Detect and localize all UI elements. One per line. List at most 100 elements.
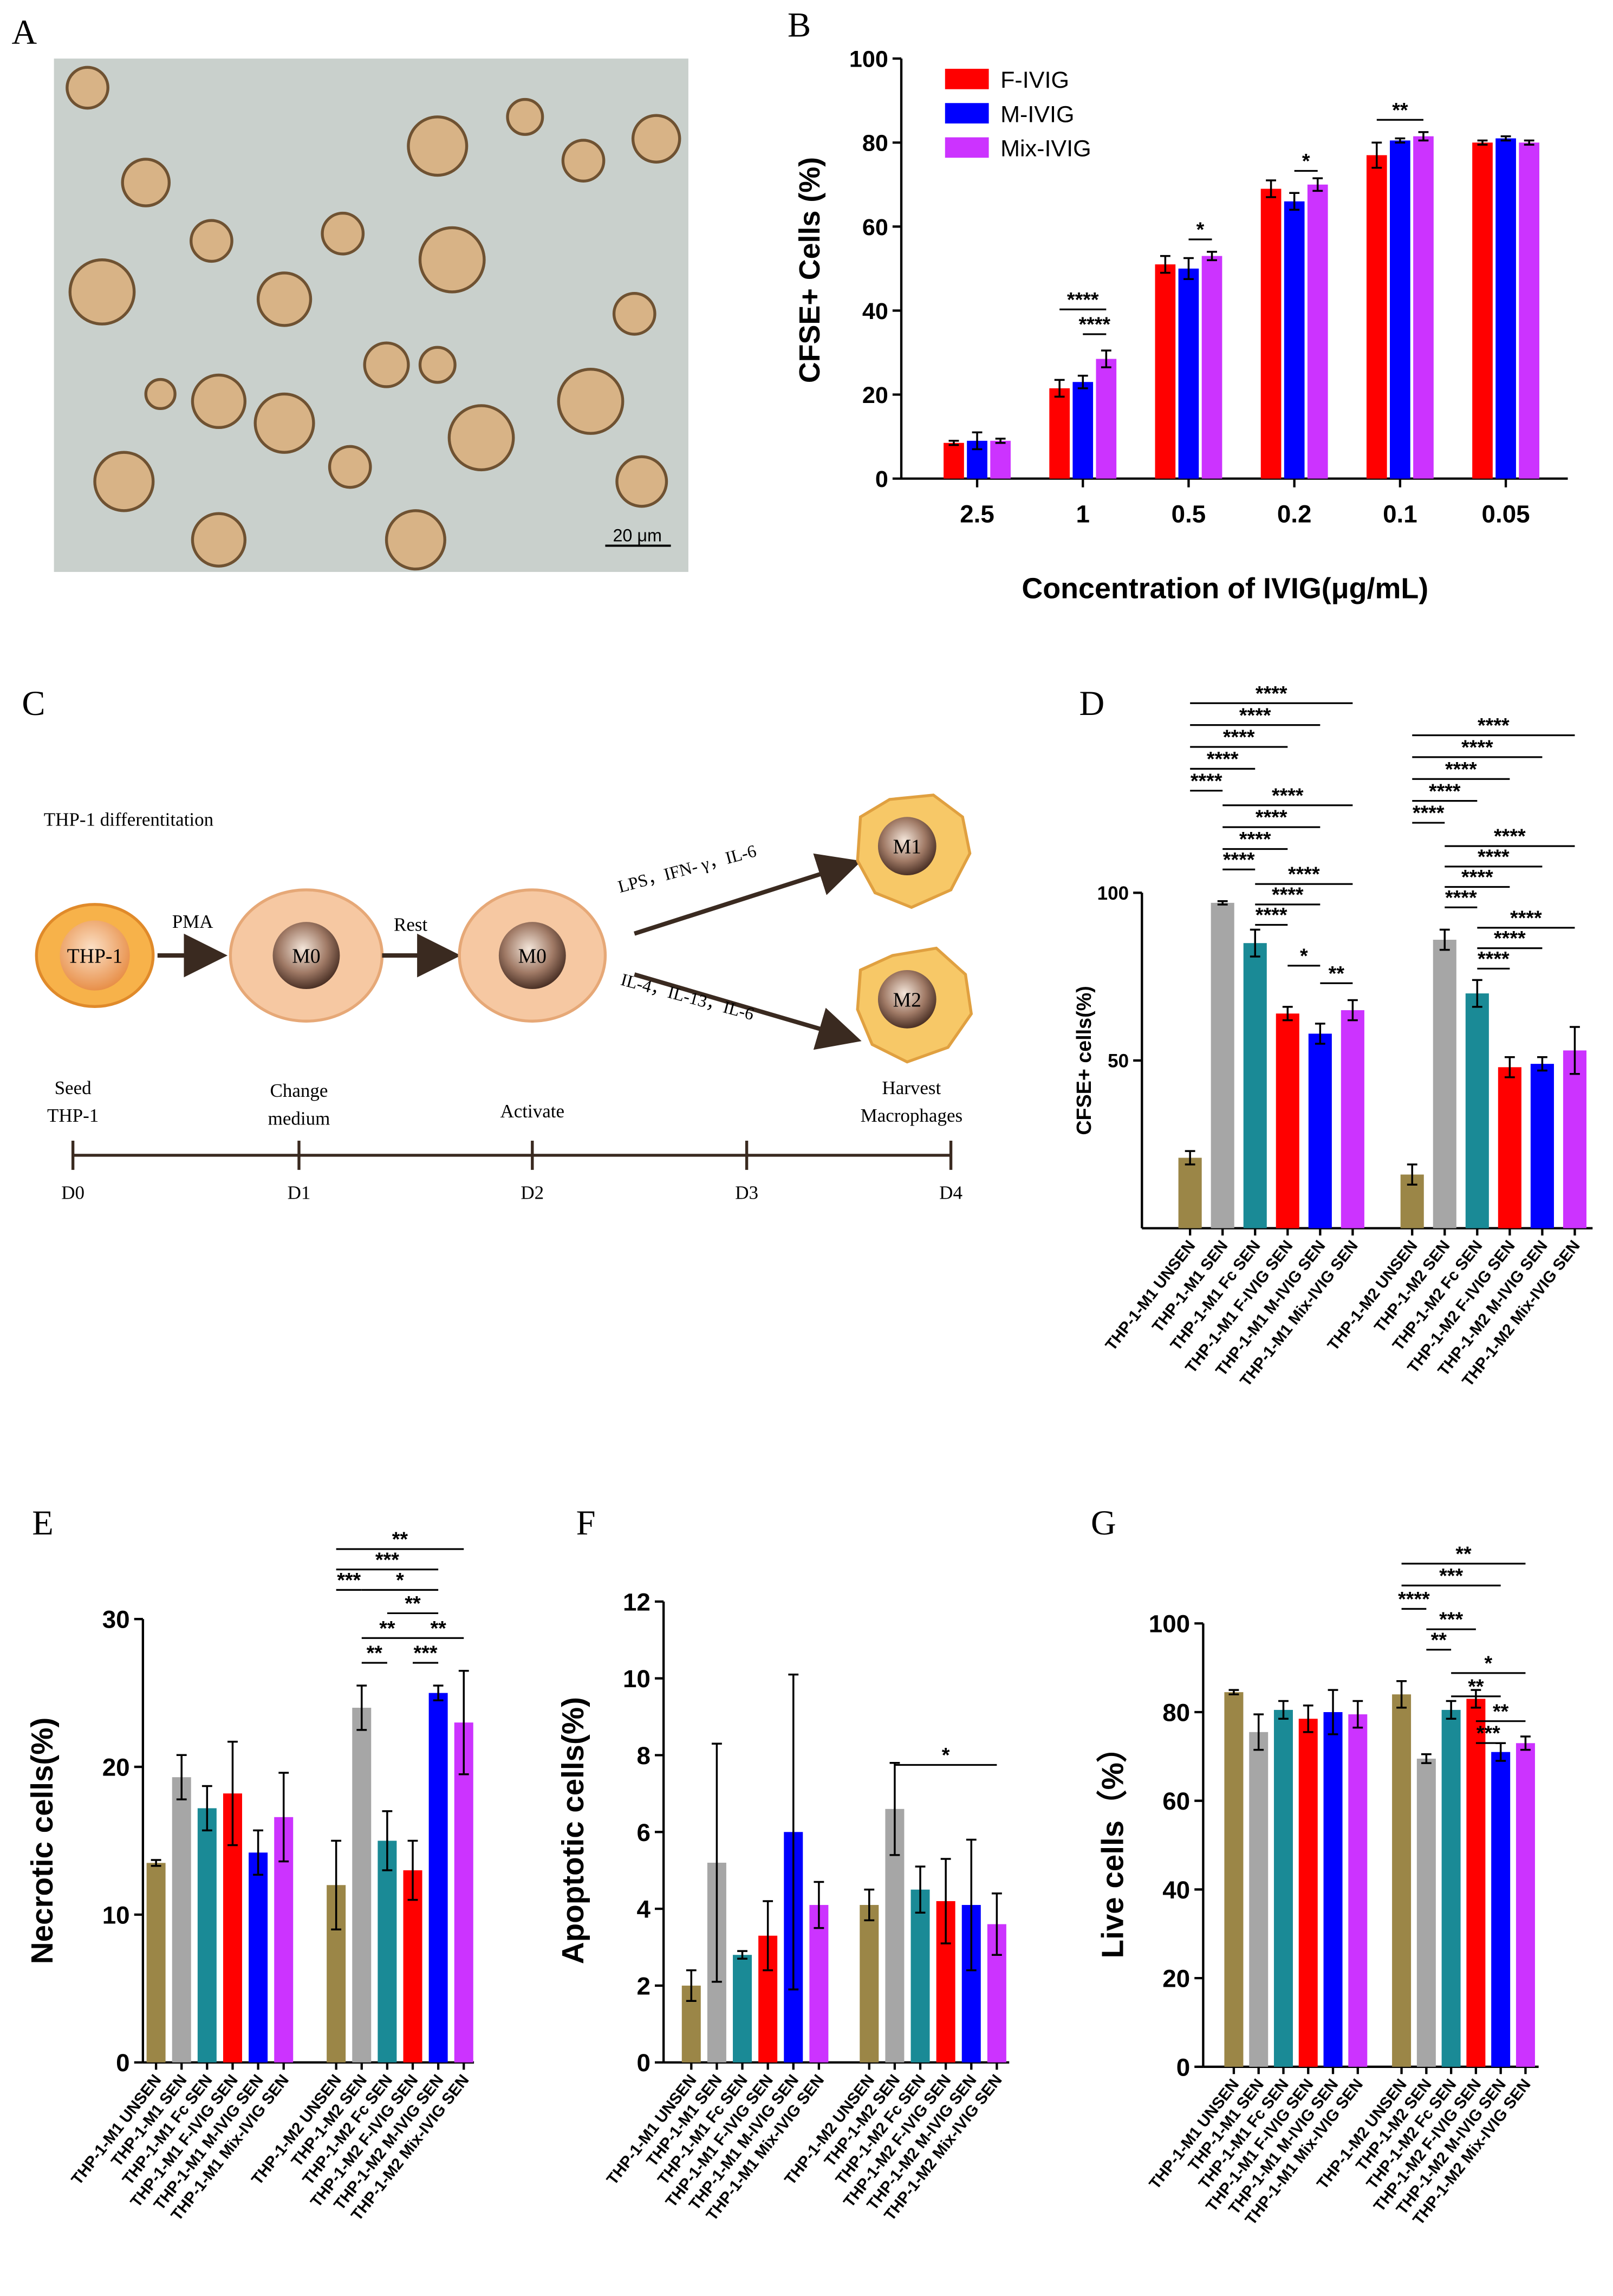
timeline-label: Macrophages: [861, 1105, 963, 1126]
micrograph: [54, 58, 688, 572]
y-tick-label: 20: [102, 1754, 130, 1781]
significance-label: *: [1196, 218, 1205, 241]
bar: [1273, 1709, 1293, 2067]
error-bar: [966, 1838, 977, 1972]
bar: [1392, 1694, 1412, 2067]
error-bar: [1101, 349, 1111, 368]
significance-label: ***: [1439, 1608, 1463, 1631]
bar: [1390, 140, 1410, 479]
significance-label: ***: [375, 1548, 399, 1571]
legend-swatch: [945, 68, 989, 89]
panel-label: B: [788, 5, 811, 44]
bar: [1224, 1692, 1244, 2067]
error-bar: [1472, 979, 1482, 1008]
bar: [1519, 142, 1540, 479]
error-bar: [1183, 257, 1194, 281]
step-label: PMA: [172, 911, 214, 932]
y-tick-label: 40: [862, 298, 888, 324]
error-bar: [201, 1785, 212, 1832]
significance-label: ****: [1239, 828, 1271, 850]
error-bar: [1395, 137, 1406, 144]
error-bar: [458, 1669, 469, 1775]
x-tick-label: 2.5: [960, 500, 994, 528]
error-bar: [1266, 179, 1277, 198]
y-tick-label: 2: [636, 1972, 650, 2000]
diagram: C THP-1 differentitation THP-1 PMA M0 Re…: [22, 684, 973, 1204]
significance-label: **: [405, 1592, 421, 1615]
timeline-label: Seed: [55, 1077, 92, 1098]
error-bar: [1282, 1006, 1293, 1022]
error-bar: [278, 1772, 289, 1863]
y-tick-label: 0: [116, 2049, 129, 2077]
y-tick-label: 20: [1162, 1965, 1190, 1993]
day-label: D2: [521, 1182, 544, 1204]
error-bar: [1289, 192, 1300, 211]
scale-bar-label: 20 μm: [613, 525, 661, 545]
bar: [1298, 1719, 1318, 2067]
bar: [197, 1808, 217, 2063]
significance-label: **: [1455, 1543, 1472, 1565]
error-bar: [814, 1881, 824, 1929]
bar: [1072, 382, 1094, 479]
error-bar: [1418, 131, 1429, 142]
error-bar: [737, 1950, 747, 1960]
error-bar: [940, 1858, 951, 1944]
error-bar: [1312, 177, 1323, 192]
error-bar: [1477, 139, 1488, 146]
error-bar: [1537, 1056, 1547, 1072]
y-tick-label: 0: [1176, 2053, 1190, 2081]
bar: [1249, 1732, 1269, 2067]
error-bar: [151, 1859, 161, 1867]
error-bar: [1504, 1056, 1515, 1078]
significance-label: **: [392, 1528, 408, 1551]
significance-label: ****: [1256, 903, 1287, 926]
significance-label: ***: [1439, 1564, 1463, 1587]
y-tick-label: 100: [1149, 1610, 1190, 1638]
significance-label: ****: [1078, 313, 1110, 336]
panel-label: C: [22, 684, 45, 723]
bar: [990, 440, 1011, 479]
error-bar: [1500, 135, 1511, 142]
significance-label: ****: [1272, 883, 1304, 906]
legend-label: M-IVIG: [1000, 101, 1074, 127]
error-bar: [1520, 1735, 1531, 1751]
significance-label: ****: [1272, 784, 1304, 806]
day-label: D1: [288, 1182, 311, 1204]
error-bar: [763, 1900, 773, 1972]
legend-swatch: [945, 137, 989, 158]
significance-label: **: [430, 1617, 446, 1640]
error-bar: [1253, 1713, 1264, 1751]
bar: [1465, 993, 1489, 1228]
error-bar: [1278, 1700, 1289, 1720]
cell-label: M1: [893, 836, 921, 858]
panel-label: F: [576, 1503, 596, 1542]
bar: [454, 1722, 473, 2063]
significance-label: ****: [1239, 704, 1271, 726]
significance-label: ****: [1067, 288, 1099, 311]
significance-label: **: [1329, 962, 1345, 985]
timeline-label: THP-1: [47, 1105, 99, 1126]
y-tick-label: 80: [1162, 1699, 1190, 1726]
legend-swatch: [945, 103, 989, 123]
panel-label: D: [1079, 684, 1105, 723]
error-bar: [1371, 141, 1382, 169]
stimulus-label: LPS，IFN- γ，IL-6: [616, 841, 758, 896]
bar: [1472, 142, 1493, 479]
bar: [1530, 1064, 1554, 1228]
significance-label: ***: [1477, 1722, 1500, 1745]
bar: [1178, 1157, 1202, 1228]
y-tick-label: 0: [875, 466, 888, 492]
error-bar: [1570, 1026, 1580, 1075]
bar: [1323, 1712, 1343, 2067]
panel-label: A: [12, 12, 37, 51]
x-tick-label: 0.5: [1172, 500, 1206, 528]
y-tick-label: 100: [1097, 883, 1129, 904]
bar: [378, 1840, 397, 2063]
bar: [860, 1905, 879, 2063]
cell-label: THP-1: [67, 945, 123, 968]
bar: [403, 1870, 422, 2063]
bar: [809, 1905, 829, 2063]
diagram-title: THP-1 differentitation: [44, 809, 213, 830]
